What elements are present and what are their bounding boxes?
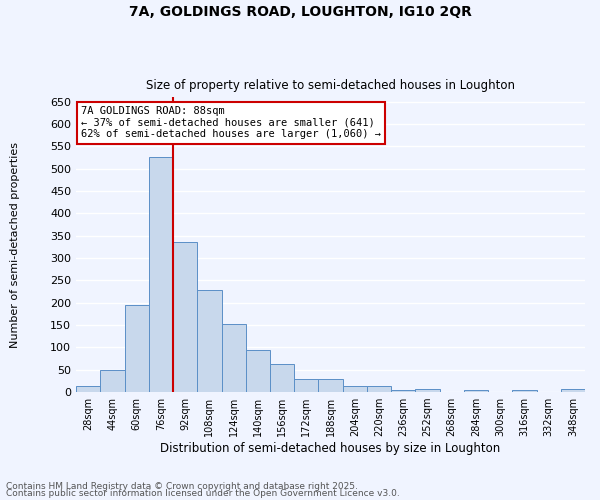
Title: Size of property relative to semi-detached houses in Loughton: Size of property relative to semi-detach… bbox=[146, 79, 515, 92]
Bar bbox=[173, 242, 197, 392]
Bar bbox=[100, 370, 125, 392]
Bar bbox=[294, 378, 319, 392]
Bar bbox=[319, 378, 343, 392]
Text: Contains public sector information licensed under the Open Government Licence v3: Contains public sector information licen… bbox=[6, 490, 400, 498]
Bar bbox=[367, 386, 391, 392]
Bar bbox=[197, 290, 221, 392]
Bar bbox=[415, 388, 440, 392]
Bar bbox=[76, 386, 100, 392]
Bar bbox=[343, 386, 367, 392]
Bar bbox=[270, 364, 294, 392]
Bar bbox=[149, 156, 173, 392]
Y-axis label: Number of semi-detached properties: Number of semi-detached properties bbox=[10, 142, 20, 348]
Bar bbox=[246, 350, 270, 392]
Bar bbox=[391, 390, 415, 392]
Text: 7A, GOLDINGS ROAD, LOUGHTON, IG10 2QR: 7A, GOLDINGS ROAD, LOUGHTON, IG10 2QR bbox=[128, 5, 472, 19]
Bar bbox=[125, 305, 149, 392]
Bar bbox=[464, 390, 488, 392]
X-axis label: Distribution of semi-detached houses by size in Loughton: Distribution of semi-detached houses by … bbox=[160, 442, 501, 455]
Bar bbox=[561, 389, 585, 392]
Text: Contains HM Land Registry data © Crown copyright and database right 2025.: Contains HM Land Registry data © Crown c… bbox=[6, 482, 358, 491]
Bar bbox=[221, 324, 246, 392]
Text: 7A GOLDINGS ROAD: 88sqm
← 37% of semi-detached houses are smaller (641)
62% of s: 7A GOLDINGS ROAD: 88sqm ← 37% of semi-de… bbox=[81, 106, 381, 140]
Bar bbox=[512, 390, 536, 392]
